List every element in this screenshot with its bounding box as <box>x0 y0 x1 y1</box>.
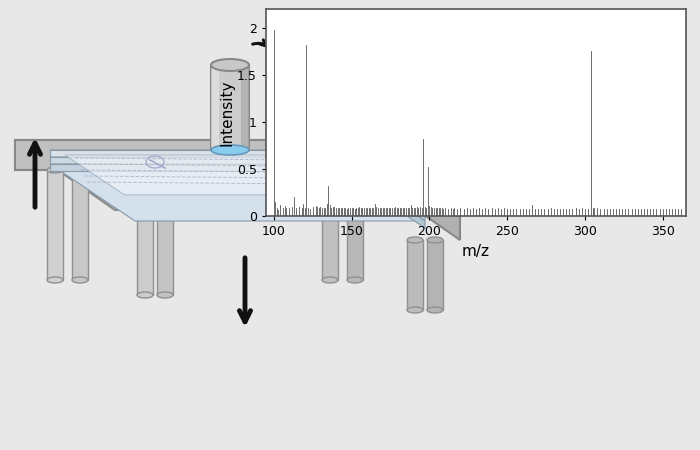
Bar <box>407 240 423 310</box>
Ellipse shape <box>47 277 63 283</box>
Ellipse shape <box>137 207 153 213</box>
Polygon shape <box>15 140 360 170</box>
Bar <box>322 170 338 280</box>
Bar <box>47 170 63 280</box>
Polygon shape <box>50 150 340 157</box>
Bar <box>211 65 219 150</box>
Polygon shape <box>50 157 425 214</box>
Y-axis label: Intensity: Intensity <box>219 79 234 146</box>
Polygon shape <box>340 157 425 221</box>
Ellipse shape <box>427 237 443 243</box>
Ellipse shape <box>347 277 363 283</box>
Ellipse shape <box>407 307 423 313</box>
Polygon shape <box>65 155 384 195</box>
Ellipse shape <box>211 59 249 71</box>
Ellipse shape <box>347 167 363 173</box>
Bar <box>241 65 249 150</box>
Polygon shape <box>340 164 425 228</box>
Polygon shape <box>50 164 340 171</box>
Ellipse shape <box>157 207 173 213</box>
Bar <box>137 210 153 295</box>
Bar <box>427 240 443 310</box>
Polygon shape <box>15 140 460 210</box>
Text: $\times 10^6$: $\times 10^6$ <box>526 0 560 3</box>
Ellipse shape <box>427 307 443 313</box>
Polygon shape <box>50 157 340 164</box>
Bar <box>157 210 173 295</box>
Polygon shape <box>360 140 460 240</box>
Ellipse shape <box>407 237 423 243</box>
Polygon shape <box>50 164 425 221</box>
Bar <box>347 170 363 280</box>
Ellipse shape <box>47 167 63 173</box>
Ellipse shape <box>211 145 249 155</box>
Bar <box>72 170 88 280</box>
X-axis label: m/z: m/z <box>462 243 490 259</box>
Polygon shape <box>340 150 425 214</box>
Ellipse shape <box>322 277 338 283</box>
Ellipse shape <box>72 167 88 173</box>
Polygon shape <box>50 150 425 207</box>
Ellipse shape <box>72 277 88 283</box>
Ellipse shape <box>157 292 173 298</box>
Ellipse shape <box>137 292 153 298</box>
Ellipse shape <box>322 167 338 173</box>
Bar <box>211 65 249 150</box>
